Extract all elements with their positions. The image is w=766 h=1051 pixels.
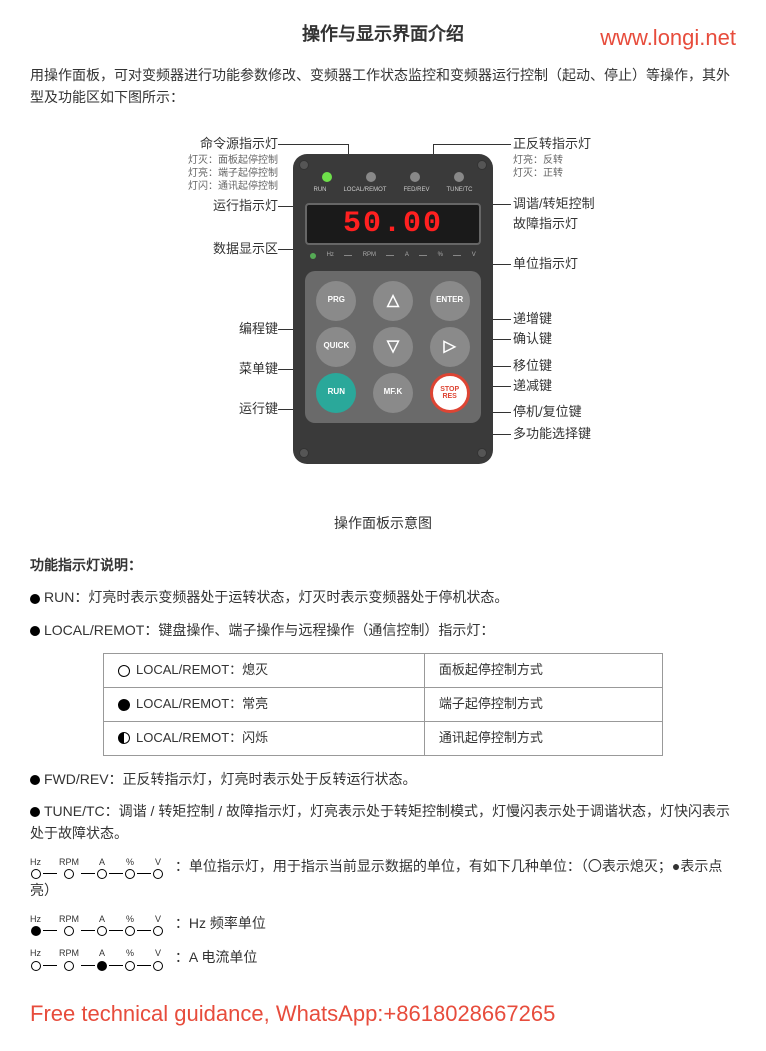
callout-stop-key: 停机/复位键 — [513, 402, 713, 423]
circle-empty-icon — [118, 665, 130, 677]
seven-segment-display: 50.00 — [305, 203, 481, 245]
footer-contact: Free technical guidance, WhatsApp:+86180… — [30, 996, 736, 1031]
unit-label: A — [405, 251, 409, 261]
section-header: 功能指示灯说明： — [30, 554, 736, 576]
bullet-fwdrev: FWD/REV：正反转指示灯，灯亮时表示处于反转运行状态。 — [30, 768, 736, 790]
circle-filled-icon — [118, 699, 130, 711]
bullet-tune: TUNE/TC：调谐 / 转矩控制 / 故障指示灯，灯亮表示处于转矩控制模式，灯… — [30, 800, 736, 845]
diagram-caption: 操作面板示意图 — [30, 512, 736, 534]
unit-label: Hz — [327, 251, 334, 261]
table-row: LOCAL/REMOT：常亮 端子起停控制方式 — [104, 687, 663, 721]
bullet-dot-icon — [30, 594, 40, 604]
unit-label: V — [472, 251, 476, 261]
bullet-local: LOCAL/REMOT：键盘操作、端子操作与远程操作（通信控制）指示灯： — [30, 619, 736, 641]
bullet-dot-icon — [30, 775, 40, 785]
unit-label: % — [438, 251, 443, 261]
website-url: www.longi.net — [600, 20, 736, 55]
unit-indicator-a: Hz RPM A % V — [30, 946, 163, 970]
callout-menu-key: 菜单键 — [33, 359, 278, 380]
device-diagram: 命令源指示灯 灯灭：面板起停控制 灯亮：端子起停控制 灯闪：通讯起停控制 运行指… — [33, 124, 733, 504]
mode-table: LOCAL/REMOT：熄灭 面板起停控制方式 LOCAL/REMOT：常亮 端… — [103, 653, 663, 755]
callout-dec-key: 递减键 — [513, 376, 713, 397]
callout-tune-led: 调谐/转矩控制 故障指示灯 — [513, 194, 713, 236]
callout-run-led: 运行指示灯 — [33, 196, 278, 217]
led-fwdrev — [410, 172, 420, 182]
screw-icon — [477, 160, 487, 170]
device-panel: RUN LOCAL/REMOT FED/REV TUNE/TC 50.00 Hz… — [293, 154, 493, 464]
enter-button[interactable]: ENTER — [430, 281, 470, 321]
unit-label: RPM — [363, 251, 376, 261]
led-local — [366, 172, 376, 182]
prg-button[interactable]: PRG — [316, 281, 356, 321]
callout-command-led: 命令源指示灯 灯灭：面板起停控制 灯亮：端子起停控制 灯闪：通讯起停控制 — [33, 134, 278, 194]
mfk-button[interactable]: MF.K — [373, 373, 413, 413]
unit-led — [310, 253, 316, 259]
run-button[interactable]: RUN — [316, 373, 356, 413]
up-button[interactable]: △ — [373, 281, 413, 321]
bullet-unit-desc: Hz RPM A % V ：单位指示灯，用于指示当前显示数据的单位，有如下几种单… — [30, 855, 736, 902]
callout-unit-led: 单位指示灯 — [513, 254, 713, 275]
intro-text: 用操作面板，可对变频器进行功能参数修改、变频器工作状态监控和变频器运行控制（起动… — [30, 64, 736, 109]
unit-indicator-all-off: Hz RPM A % V — [30, 855, 163, 879]
bullet-dot-icon — [30, 626, 40, 636]
callout-enter-key: 确认键 — [513, 329, 713, 350]
bullet-unit-hz: Hz RPM A % V ：Hz 频率单位 — [30, 912, 736, 937]
led-tune — [454, 172, 464, 182]
callout-run-key: 运行键 — [33, 399, 278, 420]
led-label: LOCAL/REMOT — [343, 186, 386, 196]
down-arrow-icon: ▽ — [387, 334, 399, 360]
led-run — [322, 172, 332, 182]
down-button[interactable]: ▽ — [373, 327, 413, 367]
callout-mfk-key: 多功能选择键 — [513, 424, 713, 445]
bullet-unit-a: Hz RPM A % V ：A 电流单位 — [30, 946, 736, 971]
bullet-dot-icon — [30, 807, 40, 817]
shift-button[interactable]: ▷ — [430, 327, 470, 367]
stop-button[interactable]: STOP RES — [430, 373, 470, 413]
callout-shift-key: 移位键 — [513, 356, 713, 377]
led-label: RUN — [313, 186, 326, 196]
quick-button[interactable]: QUICK — [316, 327, 356, 367]
screw-icon — [299, 160, 309, 170]
table-row: LOCAL/REMOT：熄灭 面板起停控制方式 — [104, 654, 663, 688]
right-arrow-icon: ▷ — [444, 334, 456, 360]
up-arrow-icon: △ — [387, 288, 399, 314]
callout-inc-key: 递增键 — [513, 309, 713, 330]
table-row: LOCAL/REMOT：闪烁 通讯起停控制方式 — [104, 721, 663, 755]
callout-display-area: 数据显示区 — [33, 239, 278, 260]
circle-half-icon — [118, 732, 130, 744]
screw-icon — [299, 448, 309, 458]
led-label: FED/REV — [403, 186, 429, 196]
unit-indicator-hz: Hz RPM A % V — [30, 912, 163, 936]
callout-fwdrev-led: 正反转指示灯 灯亮：反转 灯灭：正转 — [513, 134, 713, 181]
led-label: TUNE/TC — [446, 186, 472, 196]
callout-prg-key: 编程键 — [33, 319, 278, 340]
bullet-run: RUN：灯亮时表示变频器处于运转状态，灯灭时表示变频器处于停机状态。 — [30, 586, 736, 608]
screw-icon — [477, 448, 487, 458]
